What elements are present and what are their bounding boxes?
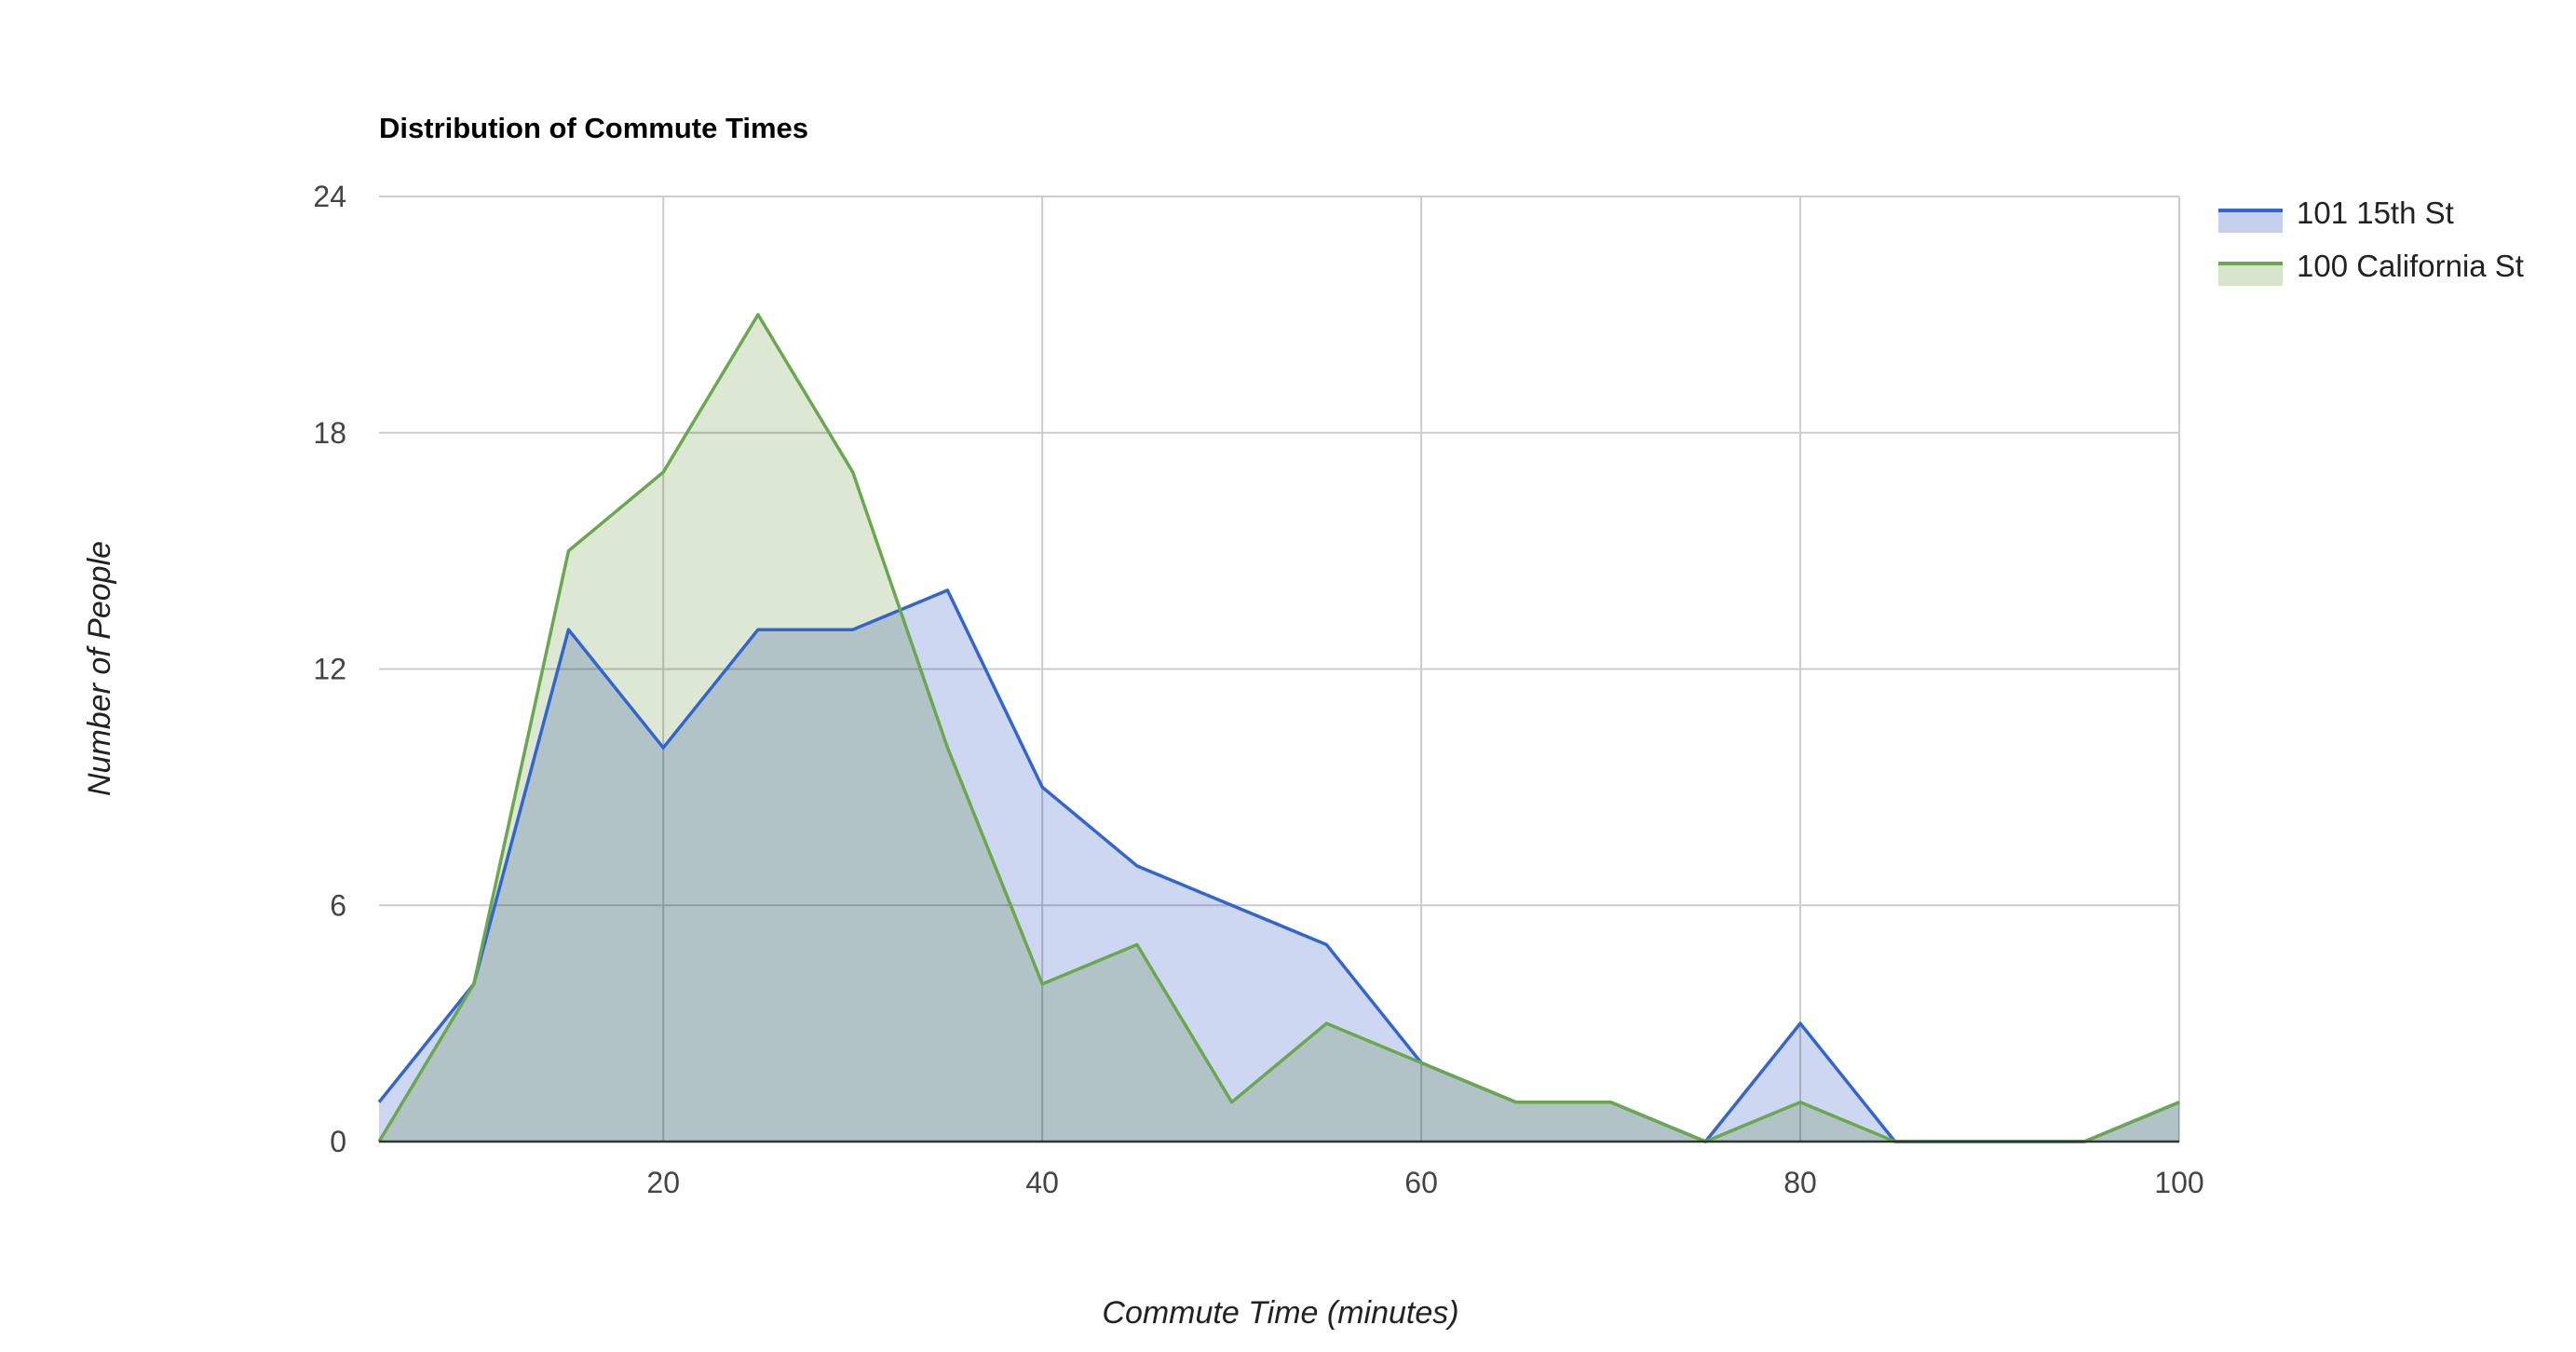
- y-tick-label-0: 0: [330, 1125, 346, 1158]
- series-line-2[interactable]: [377, 313, 2180, 1143]
- legend-item-1[interactable]: 101 15th St: [2218, 196, 2454, 233]
- series-lines: [377, 313, 2180, 1143]
- x-tick-label-80: 80: [1783, 1166, 1817, 1199]
- legend-label-2: 100 California St: [2297, 249, 2524, 283]
- x-axis-ticks: 20 40 60 80 100: [646, 1166, 2203, 1199]
- y-tick-label-24: 24: [313, 180, 346, 213]
- series-areas: [379, 314, 2179, 1142]
- x-tick-label-20: 20: [646, 1166, 680, 1199]
- y-axis-ticks: 0 6 12 18 24: [313, 180, 346, 1158]
- x-tick-label-60: 60: [1404, 1166, 1438, 1199]
- legend-swatch-1: [2218, 210, 2283, 233]
- x-tick-label-40: 40: [1025, 1166, 1059, 1199]
- legend-swatch-2: [2218, 264, 2283, 286]
- legend[interactable]: 101 15th St 100 California St: [2218, 196, 2524, 286]
- y-tick-label-6: 6: [330, 888, 346, 922]
- x-tick-label-100: 100: [2154, 1166, 2203, 1199]
- series-area-2: [379, 314, 2179, 1142]
- series-line-1[interactable]: [377, 588, 2180, 1143]
- legend-label-1: 101 15th St: [2297, 196, 2454, 230]
- y-tick-label-12: 12: [313, 653, 346, 686]
- legend-item-2[interactable]: 100 California St: [2218, 249, 2524, 286]
- chart-title: Distribution of Commute Times: [379, 112, 808, 144]
- x-axis-title: Commute Time (minutes): [1102, 1295, 1458, 1331]
- y-axis-title: Number of People: [82, 541, 117, 796]
- y-tick-label-18: 18: [313, 416, 346, 450]
